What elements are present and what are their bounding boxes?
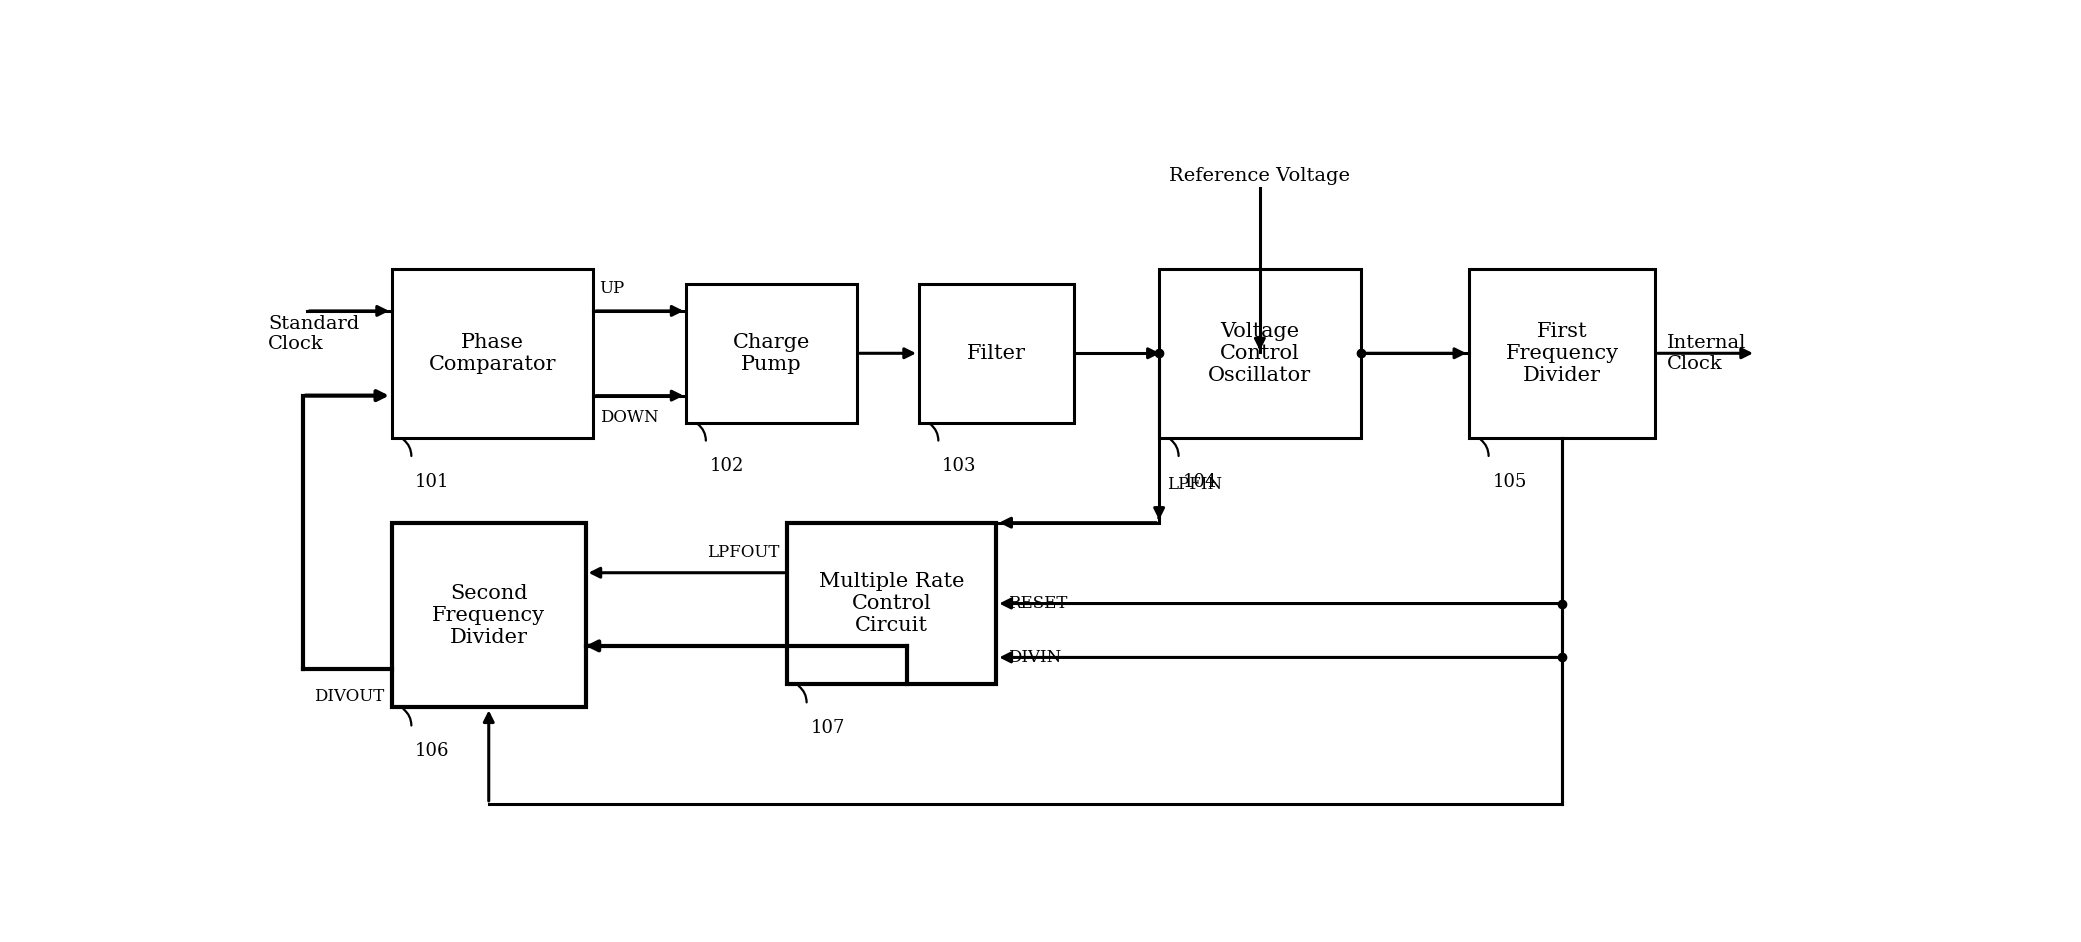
Text: Standard
Clock: Standard Clock	[268, 315, 360, 353]
Text: First
Frequency
Divider: First Frequency Divider	[1505, 322, 1619, 384]
Text: 104: 104	[1182, 473, 1217, 491]
Bar	[687, 284, 857, 423]
Text: 105: 105	[1492, 473, 1527, 491]
Text: LPFOUT: LPFOUT	[708, 544, 780, 561]
Text: Internal
Clock: Internal Clock	[1667, 333, 1746, 373]
Text: DIVIN: DIVIN	[1007, 649, 1061, 666]
Text: 101: 101	[414, 473, 449, 491]
Text: Multiple Rate
Control
Circuit: Multiple Rate Control Circuit	[820, 572, 964, 635]
Text: Voltage
Control
Oscillator: Voltage Control Oscillator	[1209, 322, 1311, 384]
Text: Reference Voltage: Reference Voltage	[1170, 167, 1351, 186]
Text: LPFIN: LPFIN	[1167, 476, 1222, 493]
Bar	[391, 268, 593, 438]
Text: RESET: RESET	[1007, 595, 1068, 612]
Bar	[787, 523, 997, 685]
Text: UP: UP	[599, 280, 624, 297]
Text: 102: 102	[710, 457, 745, 475]
Bar	[1469, 268, 1654, 438]
Text: 103: 103	[943, 457, 976, 475]
Bar	[1159, 268, 1361, 438]
Text: Second
Frequency
Divider: Second Frequency Divider	[433, 584, 545, 646]
Text: Charge
Pump: Charge Pump	[733, 333, 810, 374]
Text: DOWN: DOWN	[599, 410, 658, 427]
Text: 107: 107	[810, 719, 845, 737]
Text: Phase
Comparator: Phase Comparator	[429, 333, 556, 374]
Text: 106: 106	[414, 742, 449, 760]
Text: Filter: Filter	[968, 344, 1026, 363]
Bar	[391, 523, 585, 707]
Bar	[920, 284, 1074, 423]
Text: DIVOUT: DIVOUT	[314, 689, 385, 706]
